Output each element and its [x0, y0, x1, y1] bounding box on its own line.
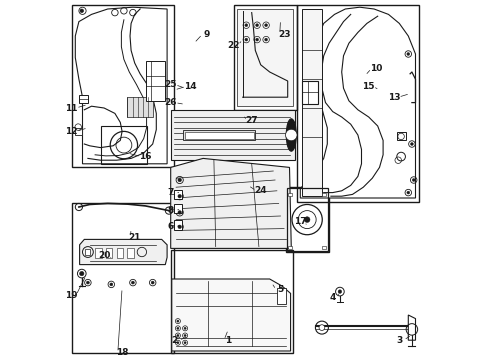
Circle shape	[285, 129, 296, 141]
Text: 2: 2	[171, 336, 177, 345]
Polygon shape	[171, 279, 290, 351]
Text: 16: 16	[139, 152, 151, 161]
Circle shape	[177, 334, 179, 337]
Bar	[174, 190, 182, 199]
Bar	[288, 246, 291, 249]
Circle shape	[318, 325, 324, 330]
Circle shape	[110, 283, 113, 286]
Text: 8: 8	[167, 206, 173, 215]
Bar	[286, 188, 327, 251]
Bar	[127, 248, 134, 258]
Polygon shape	[170, 110, 294, 160]
Bar	[322, 193, 325, 196]
Bar	[117, 248, 123, 258]
Text: 24: 24	[254, 186, 266, 195]
Text: 18: 18	[116, 348, 128, 357]
Circle shape	[178, 225, 181, 229]
Text: 14: 14	[184, 82, 196, 91]
Circle shape	[80, 9, 83, 13]
Bar	[174, 220, 182, 230]
Polygon shape	[75, 7, 167, 164]
Ellipse shape	[285, 119, 296, 151]
Text: 27: 27	[245, 116, 258, 125]
Circle shape	[406, 53, 409, 55]
Text: 17: 17	[293, 217, 306, 226]
Bar	[101, 126, 147, 164]
Bar	[95, 248, 102, 258]
Bar	[72, 5, 174, 167]
Circle shape	[178, 211, 181, 214]
Circle shape	[255, 38, 258, 41]
Text: 22: 22	[227, 41, 240, 50]
Bar	[79, 95, 88, 103]
Polygon shape	[75, 128, 81, 135]
Polygon shape	[407, 315, 415, 340]
Bar	[397, 132, 406, 140]
Text: 21: 21	[128, 233, 141, 242]
Bar	[106, 248, 112, 258]
Bar	[72, 203, 174, 353]
Text: 19: 19	[65, 291, 78, 300]
Circle shape	[183, 327, 186, 329]
Text: 11: 11	[65, 104, 78, 113]
Text: 20: 20	[98, 251, 110, 260]
Bar	[276, 288, 285, 304]
Circle shape	[183, 334, 186, 337]
Text: 26: 26	[164, 98, 177, 107]
Circle shape	[264, 24, 267, 27]
Text: 7: 7	[167, 188, 174, 197]
Circle shape	[177, 327, 179, 329]
Bar	[296, 5, 418, 202]
Circle shape	[80, 271, 84, 276]
Circle shape	[411, 179, 414, 181]
Bar	[322, 246, 325, 249]
Text: 3: 3	[395, 336, 402, 345]
Circle shape	[178, 194, 181, 198]
Polygon shape	[237, 9, 292, 106]
Polygon shape	[300, 7, 415, 198]
Polygon shape	[170, 158, 291, 248]
Circle shape	[244, 38, 247, 41]
Bar	[302, 81, 318, 104]
Circle shape	[177, 320, 179, 322]
Polygon shape	[302, 9, 321, 196]
Circle shape	[131, 281, 134, 284]
Text: 12: 12	[65, 127, 78, 136]
Circle shape	[183, 342, 186, 344]
Circle shape	[177, 342, 179, 344]
Circle shape	[409, 143, 412, 145]
Bar	[285, 187, 328, 252]
Text: 13: 13	[387, 93, 399, 102]
Text: 9: 9	[203, 30, 209, 39]
Text: 10: 10	[369, 64, 381, 73]
Text: 25: 25	[164, 80, 177, 89]
Bar	[127, 97, 152, 117]
Bar	[170, 250, 292, 353]
Circle shape	[255, 24, 258, 27]
Text: 1: 1	[224, 336, 231, 345]
Text: 4: 4	[329, 292, 335, 302]
Circle shape	[86, 281, 89, 284]
Text: 5: 5	[277, 285, 283, 294]
Polygon shape	[80, 239, 167, 265]
Circle shape	[406, 191, 409, 194]
Text: 23: 23	[277, 30, 290, 39]
Bar	[185, 132, 253, 139]
Bar	[145, 61, 165, 101]
Bar	[288, 193, 291, 196]
Bar	[174, 204, 182, 213]
Text: 15: 15	[362, 82, 374, 91]
Circle shape	[178, 178, 181, 182]
Bar	[183, 130, 255, 140]
Bar	[233, 5, 296, 110]
Bar	[85, 249, 90, 255]
Circle shape	[337, 290, 341, 293]
Circle shape	[304, 217, 309, 222]
Circle shape	[151, 281, 154, 284]
Circle shape	[264, 38, 267, 41]
Circle shape	[244, 24, 247, 27]
Text: 6: 6	[167, 222, 173, 231]
